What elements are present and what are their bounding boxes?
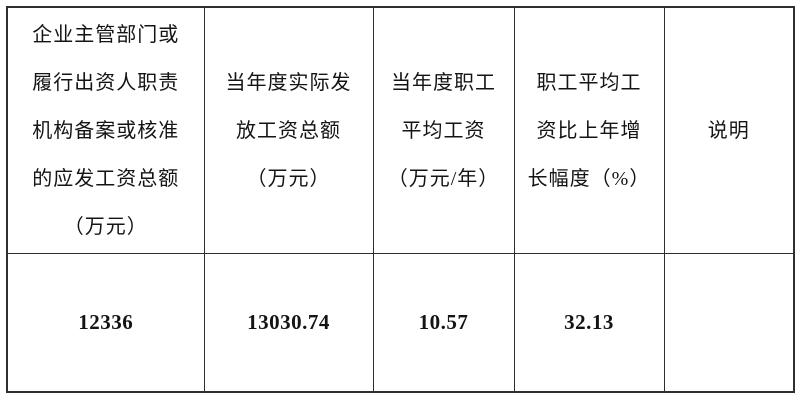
cell-note — [663, 253, 795, 393]
header-cell-average-wage: 当年度职工 平均工资 （万元/年） — [372, 6, 515, 254]
cell-average-wage: 10.57 — [372, 253, 515, 393]
cell-actual-paid-total-wages: 13030.74 — [203, 253, 374, 393]
table-data-row: 12336 13030.74 10.57 32.13 — [6, 253, 795, 393]
table-header-row: 企业主管部门或 履行出资人职责 机构备案或核准 的应发工资总额 （万元） 当年度… — [6, 6, 795, 254]
header-cell-approved-total-wages: 企业主管部门或 履行出资人职责 机构备案或核准 的应发工资总额 （万元） — [6, 6, 205, 254]
document-page: 企业主管部门或 履行出资人职责 机构备案或核准 的应发工资总额 （万元） 当年度… — [6, 6, 795, 393]
wage-disclosure-table: 企业主管部门或 履行出资人职责 机构备案或核准 的应发工资总额 （万元） 当年度… — [6, 6, 795, 393]
header-cell-growth-rate: 职工平均工 资比上年增 长幅度（%） — [513, 6, 665, 254]
cell-growth-rate: 32.13 — [513, 253, 665, 393]
header-cell-actual-paid-total-wages: 当年度实际发 放工资总额 （万元） — [203, 6, 374, 254]
cell-approved-total-wages: 12336 — [6, 253, 205, 393]
header-cell-note: 说明 — [663, 6, 795, 254]
